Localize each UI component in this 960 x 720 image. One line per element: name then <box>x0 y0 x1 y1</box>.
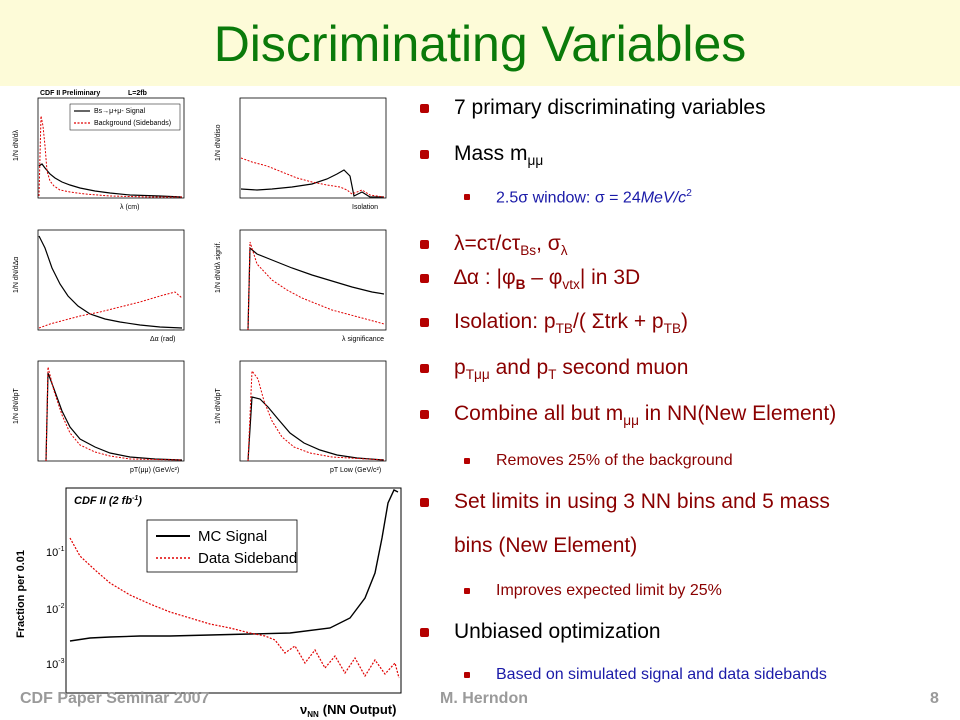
bullet-marker-icon <box>420 104 429 113</box>
bullet-isolation: Isolation: pTB/( Σtrk + pTB) <box>420 310 688 336</box>
subbullet-window: 2.5σ window: σ = 24MeV/c2 <box>420 188 692 207</box>
bullet-set-limits-line2: bins (New Element) <box>454 534 638 557</box>
y-axis-label: Fraction per 0.01 <box>15 550 27 638</box>
plot-pt-mumu: pT(μμ) (GeV/c²) 1/N dN/dpT <box>13 360 185 474</box>
y-axis-label: 1/N dN/dΔα <box>13 257 20 293</box>
subbullet-improves: Improves expected limit by 25% <box>420 582 722 600</box>
x-axis-label: pT(μμ) (GeV/c²) <box>130 467 179 474</box>
legend-background: Data Sideband <box>198 550 297 567</box>
footer-author: M. Herndon <box>440 690 528 707</box>
svg-text:νNN(NN Output): νNN (NN Output) <box>300 702 396 719</box>
y-tick-2-exp: -2 <box>58 603 64 610</box>
legend-background: Background (Sidebands) <box>94 120 171 127</box>
bullet-pt: pTμμ and pT second muon <box>420 356 688 382</box>
y-axis-label: 1/N dN/dλ <box>13 129 20 161</box>
plot-delta-alpha: Δα (rad) 1/N dN/dΔα <box>13 229 185 343</box>
subbullet-removes: Removes 25% of the background <box>420 452 733 470</box>
bullet-mass: Mass mμμ <box>420 142 543 168</box>
bullet-unbiased: Unbiased optimization <box>420 620 661 644</box>
y-tick-2: 10 <box>46 604 58 616</box>
x-axis-label-pre: ν <box>300 702 307 717</box>
plot-nn-output: CDF II (2 fb-1) MC Signal Data Sideband … <box>15 487 402 719</box>
bullet-delta-alpha: ∆α : |φB – φvtx| in 3D <box>420 266 640 292</box>
x-axis-label-sub: NN <box>307 710 319 719</box>
plot-header: CDF II (2 fb <box>74 495 132 507</box>
y-tick-1-exp: -1 <box>58 546 64 553</box>
bullet-marker-icon <box>464 458 470 464</box>
bullet-marker-icon <box>464 672 470 678</box>
x-axis-label: λ significance <box>342 336 384 343</box>
bullet-marker-icon <box>420 410 429 419</box>
svg-text:CDF II (2 fb-1): CDF II (2 fb-1) <box>74 495 142 507</box>
x-axis-label: Isolation <box>352 204 378 211</box>
bullet-marker-icon <box>420 150 429 159</box>
plot-header-end: ) <box>137 495 142 507</box>
legend-signal: Bs→μ+μ- Signal <box>94 108 146 115</box>
svg-text:10-2: 10-2 <box>46 603 65 616</box>
slide-title: Discriminating Variables <box>213 16 747 72</box>
bullet-set-limits-line1: Set limits in using 3 NN bins and 5 mass <box>420 490 830 514</box>
bullet-marker-icon <box>420 240 429 249</box>
y-tick-1: 10 <box>46 547 58 559</box>
legend-signal: MC Signal <box>198 528 267 545</box>
y-tick-3-exp: -3 <box>58 658 64 665</box>
plot-lambda: CDF II Preliminary L=2fb Bs→μ+μ- Signal … <box>13 90 185 211</box>
bullet-marker-icon <box>464 194 470 200</box>
bullet-marker-icon <box>420 274 429 283</box>
y-axis-label: 1/N dN/diso <box>215 124 222 161</box>
y-axis-label: 1/N dN/dpT <box>215 387 222 424</box>
x-axis-label: λ (cm) <box>120 204 139 211</box>
plot-isolation: Isolation 1/N dN/diso <box>215 97 387 211</box>
x-axis-label: Δα (rad) <box>150 336 175 343</box>
plot-pt-low: pT Low (GeV/c²) 1/N dN/dpT <box>215 360 387 474</box>
x-axis-label-post: (NN Output) <box>323 702 397 717</box>
bullet-marker-icon <box>420 628 429 637</box>
bullet-marker-icon <box>420 318 429 327</box>
plot-header: CDF II Preliminary <box>40 90 100 97</box>
bullet-lambda: λ=cτ/cτBs, σλ <box>420 232 568 258</box>
plot-header-sup: -1 <box>132 495 138 502</box>
bullet-combine: Combine all but mμμ in NN(New Element) <box>420 402 836 428</box>
bullet-primary-variables: 7 primary discriminating variables <box>420 96 766 120</box>
x-axis-label: pT Low (GeV/c²) <box>330 467 381 474</box>
y-axis-label: 1/N dN/dpT <box>13 387 20 424</box>
subbullet-based-on: Based on simulated signal and data sideb… <box>420 666 827 684</box>
plot-lambda-significance: λ significance 1/N dN/dλ signif. <box>215 229 387 343</box>
footer-page-number: 8 <box>930 690 939 707</box>
footer-seminar: CDF Paper Seminar 2007 <box>20 690 210 707</box>
title-bar <box>0 0 960 86</box>
svg-text:10-3: 10-3 <box>46 658 65 671</box>
plot-lumi: L=2fb <box>128 90 147 97</box>
bullet-marker-icon <box>420 364 429 373</box>
bullet-marker-icon <box>464 588 470 594</box>
y-axis-label: 1/N dN/dλ signif. <box>215 242 222 293</box>
bullet-marker-icon <box>420 498 429 507</box>
svg-text:10-1: 10-1 <box>46 546 65 559</box>
y-tick-3: 10 <box>46 659 58 671</box>
bullet-list: 7 primary discriminating variables Mass … <box>420 86 960 686</box>
